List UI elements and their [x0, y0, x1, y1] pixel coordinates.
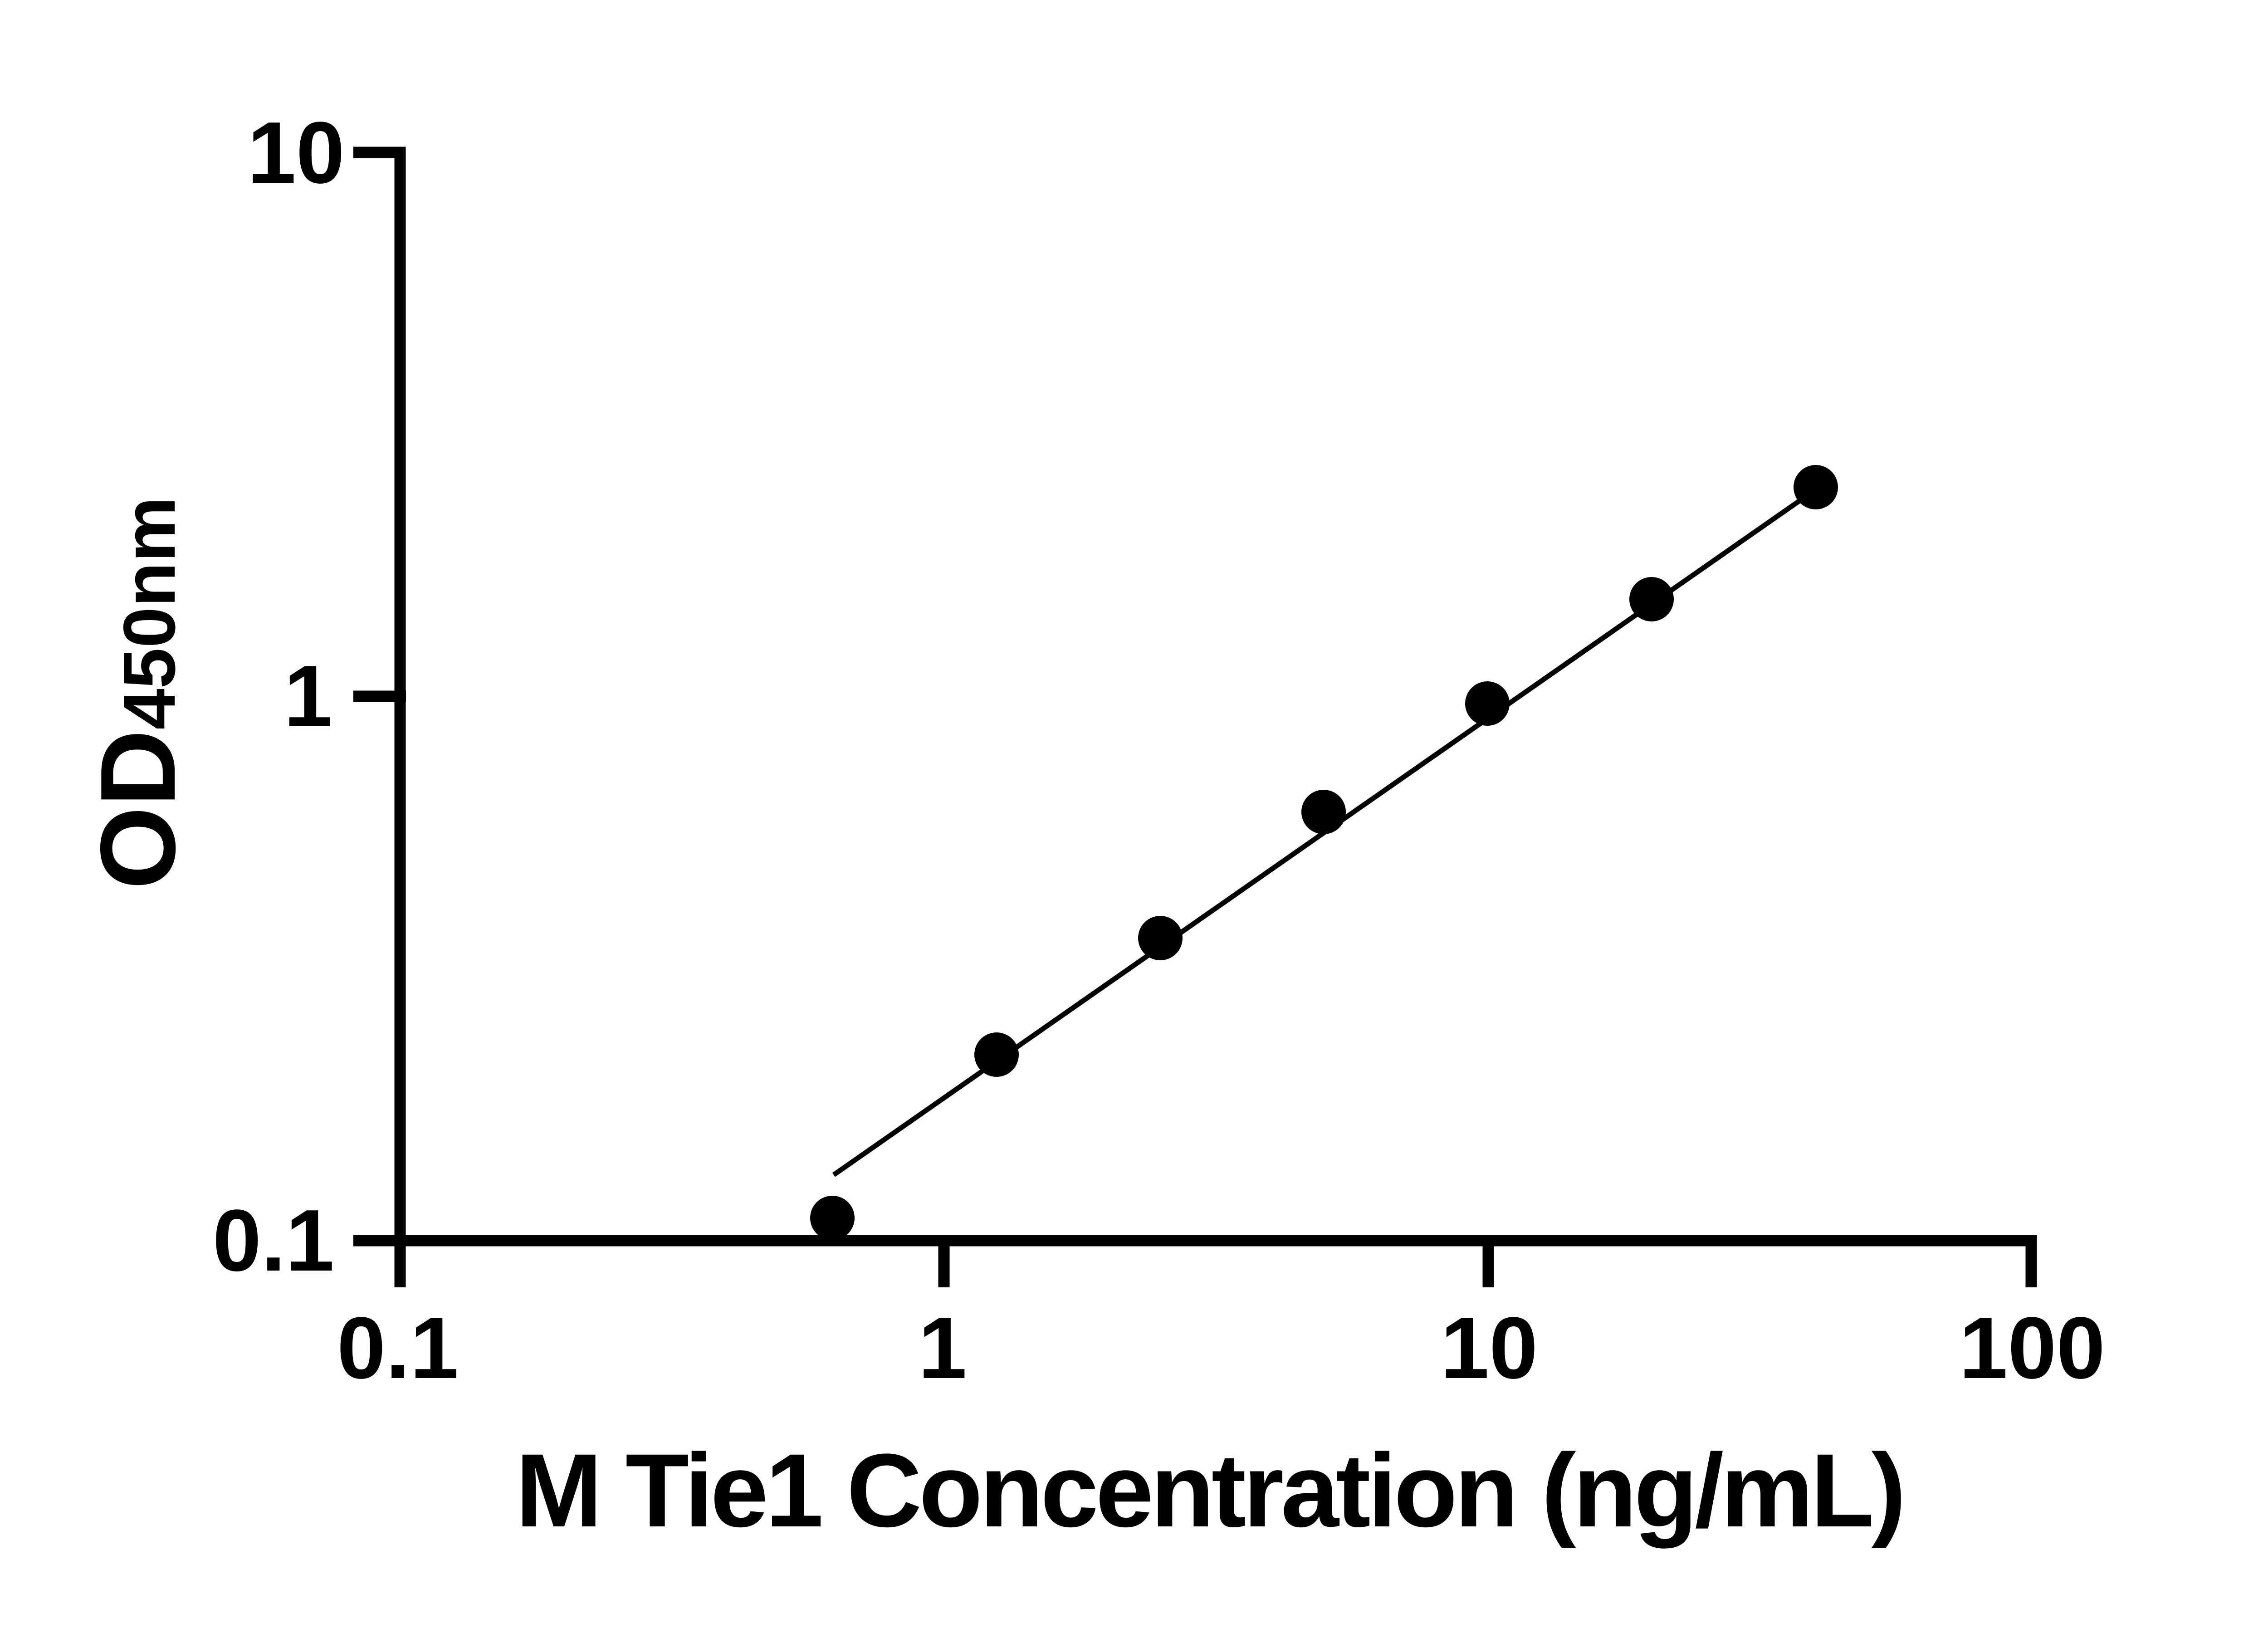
svg-text:1: 1 — [284, 647, 332, 745]
svg-text:100: 100 — [1959, 1299, 2105, 1397]
svg-text:OD450nm: OD450nm — [78, 497, 197, 890]
svg-text:1: 1 — [918, 1299, 967, 1397]
svg-text:10: 10 — [1441, 1299, 1538, 1397]
svg-text:M Tie1 Concentration (ng/mL): M Tie1 Concentration (ng/mL) — [515, 1432, 1903, 1549]
svg-text:0.1: 0.1 — [337, 1299, 459, 1397]
svg-text:0.1: 0.1 — [213, 1191, 334, 1289]
svg-text:10: 10 — [247, 103, 345, 201]
